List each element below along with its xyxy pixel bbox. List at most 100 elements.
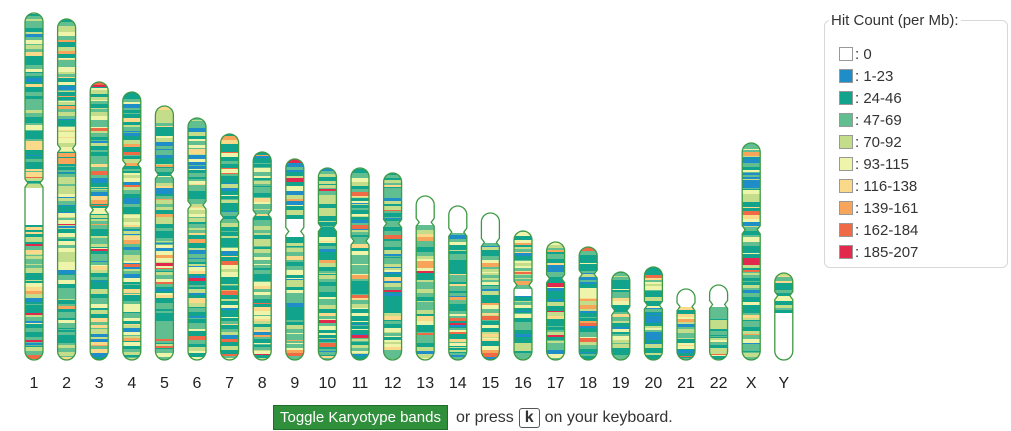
hit-band	[155, 258, 174, 263]
hit-band	[416, 343, 435, 348]
hit-band	[285, 343, 304, 345]
hit-band	[546, 280, 565, 284]
hit-band	[742, 313, 761, 316]
hit-band	[57, 260, 76, 263]
hit-band	[57, 26, 76, 30]
hit-band	[448, 270, 467, 275]
hit-band	[188, 169, 206, 171]
hit-band	[90, 181, 109, 184]
hit-band	[253, 226, 272, 231]
hit-band	[57, 357, 76, 360]
hit-band	[188, 210, 206, 215]
hit-band	[220, 161, 239, 165]
hit-band	[318, 263, 337, 268]
hit-band	[742, 334, 761, 336]
hit-band	[253, 330, 272, 333]
hit-band	[188, 159, 206, 163]
hit-band	[155, 210, 174, 215]
hit-band	[155, 331, 174, 336]
hit-band	[57, 300, 76, 305]
hit-band	[57, 181, 76, 185]
hit-band	[546, 332, 565, 336]
hit-band	[448, 245, 467, 248]
hit-band	[57, 284, 76, 289]
hit-band	[188, 145, 206, 149]
hit-band	[155, 338, 174, 340]
hit-band	[155, 141, 174, 143]
toggle-karyotype-bands-button[interactable]: Toggle Karyotype bands	[273, 405, 448, 430]
hit-band	[416, 259, 435, 261]
hit-band	[122, 151, 141, 153]
hit-band	[57, 341, 76, 344]
hit-band	[774, 355, 793, 357]
hit-band	[285, 340, 304, 342]
hit-band	[481, 267, 500, 270]
hit-band	[742, 211, 761, 216]
chromosome-label: Y	[778, 375, 789, 392]
hit-band	[448, 318, 467, 322]
hit-band	[579, 251, 598, 256]
hit-band	[546, 341, 565, 344]
hit-band	[90, 308, 109, 311]
hit-band	[122, 132, 141, 134]
hit-band	[155, 330, 174, 332]
hit-band	[318, 181, 337, 185]
hit-band	[25, 154, 43, 156]
hit-band	[253, 274, 272, 279]
chromosome-label: 17	[547, 375, 565, 392]
hit-band	[318, 204, 337, 209]
hit-band	[220, 295, 239, 298]
hit-band	[383, 210, 402, 212]
hit-band	[742, 167, 761, 171]
hit-band	[188, 329, 206, 332]
hit-band	[188, 266, 206, 268]
hit-band	[416, 216, 435, 220]
hit-band	[122, 357, 141, 359]
hit-band	[25, 234, 43, 238]
hit-band	[155, 110, 174, 115]
hit-band	[481, 272, 500, 274]
hit-band	[742, 335, 761, 340]
chromosome-label: 4	[127, 375, 136, 392]
chromosome-18: 18	[578, 246, 598, 392]
hit-band	[90, 225, 109, 230]
hit-band	[220, 261, 239, 266]
hit-band	[383, 239, 402, 242]
hit-band	[188, 318, 206, 320]
or-press-text: or press	[455, 408, 514, 426]
chromosome-19: 19	[611, 271, 631, 392]
hit-band	[122, 187, 141, 191]
hit-band	[90, 232, 109, 237]
hit-band	[285, 275, 304, 277]
hit-band	[546, 331, 565, 333]
hit-band	[90, 171, 109, 176]
hit-band	[709, 350, 728, 355]
hit-band	[220, 241, 239, 246]
hit-band	[90, 314, 109, 319]
hit-band	[416, 261, 435, 266]
legend-item: : 47-69	[839, 109, 918, 131]
hit-band	[448, 266, 467, 271]
hit-band	[546, 311, 565, 313]
hit-band	[448, 323, 467, 326]
hit-band	[90, 100, 109, 102]
hit-band	[122, 131, 141, 133]
chromosome-14: 14	[448, 205, 468, 392]
hit-band	[514, 256, 532, 258]
hit-band	[644, 344, 663, 349]
hit-band	[57, 82, 76, 86]
hit-band	[220, 247, 239, 249]
hit-band	[644, 267, 663, 271]
hit-band	[448, 332, 467, 335]
hit-band	[188, 271, 206, 275]
hit-band	[351, 289, 369, 292]
hit-band	[481, 294, 500, 296]
hit-band	[253, 178, 272, 181]
hit-band	[155, 194, 174, 197]
hit-band	[25, 96, 43, 100]
hit-band	[318, 171, 337, 175]
hit-band	[25, 37, 43, 41]
hit-band	[644, 329, 663, 331]
hit-band	[122, 286, 141, 290]
hit-band	[774, 301, 793, 305]
